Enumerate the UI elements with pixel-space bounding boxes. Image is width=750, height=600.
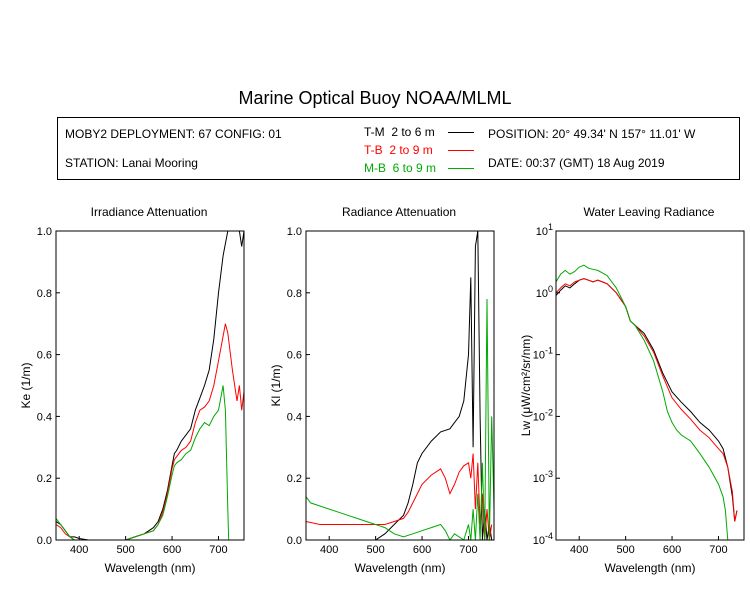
chart-title: Water Leaving Radiance [584, 205, 715, 219]
y-tick-label: 0.2 [37, 473, 52, 485]
series-line-t-b [556, 278, 738, 522]
page-title: Marine Optical Buoy NOAA/MLML [238, 88, 512, 108]
x-tick-label: 400 [570, 544, 588, 556]
x-axis-label: Wavelength (nm) [605, 561, 696, 575]
y-tick-label: 1.0 [287, 226, 302, 238]
x-tick-label: 500 [616, 544, 634, 556]
series-line-t-b [56, 323, 244, 540]
legend-swatch-t-m [448, 132, 474, 133]
y-axis-label: Ke (1/m) [19, 362, 33, 408]
legend-series-name: T-B [364, 143, 383, 157]
series-line-t-b [306, 453, 493, 540]
plot-frame [305, 230, 495, 541]
chart-title: Radiance Attenuation [342, 205, 456, 219]
x-tick-label: 700 [709, 544, 727, 556]
plot-frame [55, 230, 245, 541]
x-tick-label: 500 [366, 544, 384, 556]
y-tick-label: 0.8 [37, 288, 52, 300]
y-tick-label: 10-4 [533, 531, 553, 547]
y-tick-label: 0.8 [287, 288, 302, 300]
y-tick-label: 10-3 [533, 469, 553, 485]
y-tick-label: 101 [536, 222, 553, 238]
x-tick-label: 400 [70, 544, 88, 556]
legend-item-t-b: T-B 2 to 9 m [364, 143, 433, 157]
x-tick-label: 600 [163, 544, 181, 556]
x-tick-label: 400 [320, 544, 338, 556]
x-axis-label: Wavelength (nm) [355, 561, 446, 575]
date-label: DATE: 00:37 (GMT) 18 Aug 2019 [488, 156, 665, 170]
legend-depth-range: 6 to 9 m [392, 161, 437, 175]
legend-depth-range: 2 to 6 m [391, 125, 435, 139]
plot-frame [555, 230, 745, 541]
legend-series-name: M-B [364, 161, 386, 175]
y-tick-label: 0.4 [37, 411, 52, 423]
legend-item-m-b: M-B 6 to 9 m [364, 161, 436, 175]
y-tick-label: 0.2 [287, 473, 302, 485]
y-tick-label: 1.0 [37, 226, 52, 238]
station-label: STATION: Lanai Mooring [65, 156, 198, 170]
legend-item-t-m: T-M 2 to 6 m [364, 125, 435, 139]
y-tick-label: 0.6 [287, 350, 302, 362]
x-tick-label: 600 [413, 544, 431, 556]
y-tick-label: 0.4 [287, 411, 302, 423]
series-line-t-m [56, 231, 244, 540]
legend-series-name: T-M [364, 125, 385, 139]
position-label: POSITION: 20° 49.34' N 157° 11.01' W [488, 127, 696, 141]
x-tick-label: 700 [459, 544, 477, 556]
legend-swatch-t-b [448, 150, 474, 151]
y-tick-label: 10-2 [533, 407, 553, 423]
deployment-label: MOBY2 DEPLOYMENT: 67 CONFIG: 01 [65, 127, 282, 141]
series-line-m-b [56, 385, 242, 540]
legend-depth-range: 2 to 9 m [389, 143, 433, 157]
x-tick-label: 700 [209, 544, 227, 556]
y-tick-label: 0.0 [37, 535, 52, 547]
series-line-m-b [306, 298, 494, 540]
chart-panel-2: Radiance Attenuation 400 500 600 700 0.0 0.2 0.… [269, 205, 495, 575]
chart-panel-1: Irradiance Attenuation 400 500 600 700 0.0 0.2… [19, 205, 245, 575]
series-line-t-m [556, 278, 738, 522]
y-tick-label: 0.0 [287, 535, 302, 547]
series-line-t-m [306, 231, 493, 540]
x-tick-label: 500 [116, 544, 134, 556]
series-line-m-b [556, 264, 729, 540]
x-axis-label: Wavelength (nm) [105, 561, 196, 575]
chart-title: Irradiance Attenuation [91, 205, 208, 219]
x-tick-label: 600 [663, 544, 681, 556]
y-axis-label: Kl (1/m) [269, 364, 283, 406]
y-tick-label: 0.6 [37, 350, 52, 362]
y-tick-label: 100 [536, 284, 553, 300]
y-axis-label: Lw (μW/cm²/sr/nm) [519, 335, 533, 437]
deployment-info-box [57, 117, 740, 180]
chart-panel-3: Water Leaving Radiance 400 500 600 700 10-4 10… [519, 205, 745, 575]
legend-swatch-m-b [448, 168, 474, 169]
y-tick-label: 10-1 [533, 346, 553, 362]
